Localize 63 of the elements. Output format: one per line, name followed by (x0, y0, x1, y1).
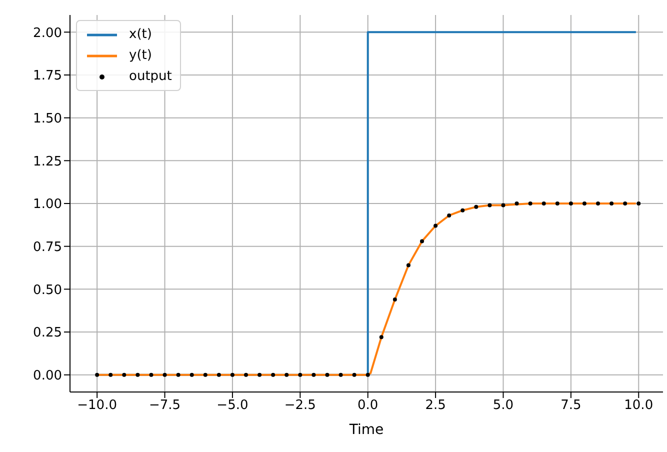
y-tick-label: 0.50 (33, 282, 62, 298)
point (434, 224, 438, 228)
point (623, 202, 628, 206)
x-tick-label: −2.5 (284, 398, 316, 414)
point (338, 372, 343, 377)
point (528, 202, 532, 206)
x-axis-title: Time (348, 422, 384, 438)
point (636, 202, 641, 206)
point (610, 202, 614, 206)
point (203, 372, 208, 377)
point (122, 372, 126, 377)
point (460, 208, 465, 212)
x-tick-label: −10.0 (77, 398, 117, 414)
point (582, 202, 586, 206)
point (392, 297, 397, 302)
y-tick-label: 1.50 (33, 111, 62, 126)
x-tick-label: −5.0 (216, 398, 248, 414)
y-tick-label: 0.25 (33, 326, 62, 341)
y-tick-label: 1.25 (33, 154, 62, 170)
point (258, 372, 262, 377)
point (596, 202, 600, 206)
x-tick-label: 5.0 (492, 398, 514, 414)
point (149, 372, 154, 377)
legend-label: x(t) (129, 27, 152, 42)
point (216, 372, 221, 377)
point (542, 202, 546, 206)
legend-label: y(t) (129, 48, 152, 63)
x-tick-label: 7.5 (560, 398, 582, 414)
legend-label: output (129, 69, 172, 84)
point (136, 372, 140, 377)
y-tick-label: 2.00 (33, 26, 62, 41)
x-tick-label: 10.0 (624, 398, 654, 414)
point (95, 372, 100, 377)
point (325, 372, 330, 377)
point (352, 372, 356, 377)
y-tick-label: 1.75 (33, 68, 62, 84)
y-tick-label: 1.00 (33, 197, 62, 212)
point (230, 372, 234, 377)
point (514, 202, 519, 206)
x-tick-label: −7.5 (148, 398, 181, 414)
point (555, 202, 560, 206)
point (244, 372, 248, 377)
y-tick-label: 0.00 (33, 368, 62, 384)
point (447, 213, 452, 218)
point (379, 335, 384, 340)
point (190, 372, 194, 377)
point (501, 203, 506, 208)
point (162, 372, 167, 377)
x-tick-label: 0.0 (358, 398, 378, 414)
point (568, 202, 573, 206)
point (312, 372, 316, 377)
point (284, 372, 289, 377)
point (474, 204, 478, 209)
point (366, 372, 370, 377)
point (488, 203, 492, 208)
x-tick-label: 2.5 (425, 398, 446, 414)
point (108, 372, 113, 377)
point (298, 372, 302, 377)
y-tick-label: 0.75 (33, 240, 62, 255)
point (406, 263, 410, 268)
point (271, 372, 276, 377)
point (420, 239, 424, 244)
point (176, 372, 180, 377)
